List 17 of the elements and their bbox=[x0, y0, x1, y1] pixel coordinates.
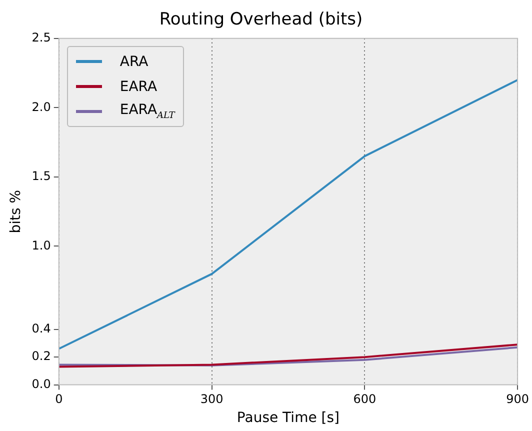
y-tick-label: 2.5 bbox=[32, 30, 51, 45]
y-tick-label: 0.0 bbox=[32, 376, 51, 391]
chart-title: Routing Overhead (bits) bbox=[159, 10, 363, 30]
x-axis-title: Pause Time [s] bbox=[236, 410, 340, 426]
legend-label: EARA$_{ALT}$ bbox=[120, 102, 175, 122]
x-tick-label: 0 bbox=[55, 392, 63, 406]
x-tick-label: 300 bbox=[200, 392, 224, 406]
x-tick-label: 600 bbox=[353, 392, 376, 406]
y-tick-label: 1.5 bbox=[32, 169, 51, 184]
legend-label: ARA bbox=[120, 54, 148, 70]
x-tick-label: 900 bbox=[506, 392, 529, 406]
y-axis-title: bits % bbox=[8, 190, 24, 234]
y-tick-label: 2.0 bbox=[32, 100, 51, 114]
y-tick-label: 0.2 bbox=[32, 349, 51, 364]
y-tick-label: 0.4 bbox=[32, 322, 51, 336]
legend-label: EARA bbox=[120, 78, 158, 95]
y-tick-label: 1.0 bbox=[32, 238, 51, 252]
